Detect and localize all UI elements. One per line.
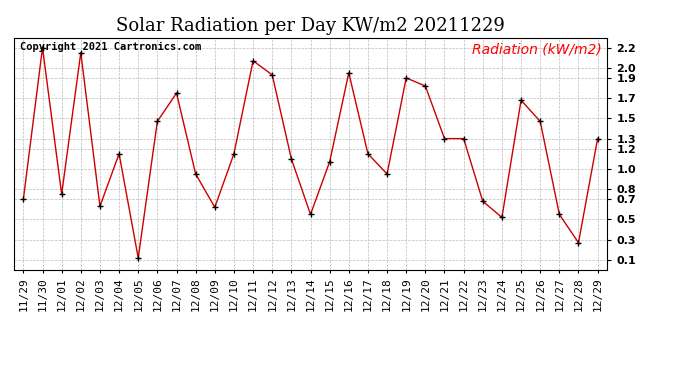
Text: Radiation (kW/m2): Radiation (kW/m2): [471, 42, 601, 56]
Text: Copyright 2021 Cartronics.com: Copyright 2021 Cartronics.com: [20, 42, 201, 52]
Title: Solar Radiation per Day KW/m2 20211229: Solar Radiation per Day KW/m2 20211229: [116, 16, 505, 34]
